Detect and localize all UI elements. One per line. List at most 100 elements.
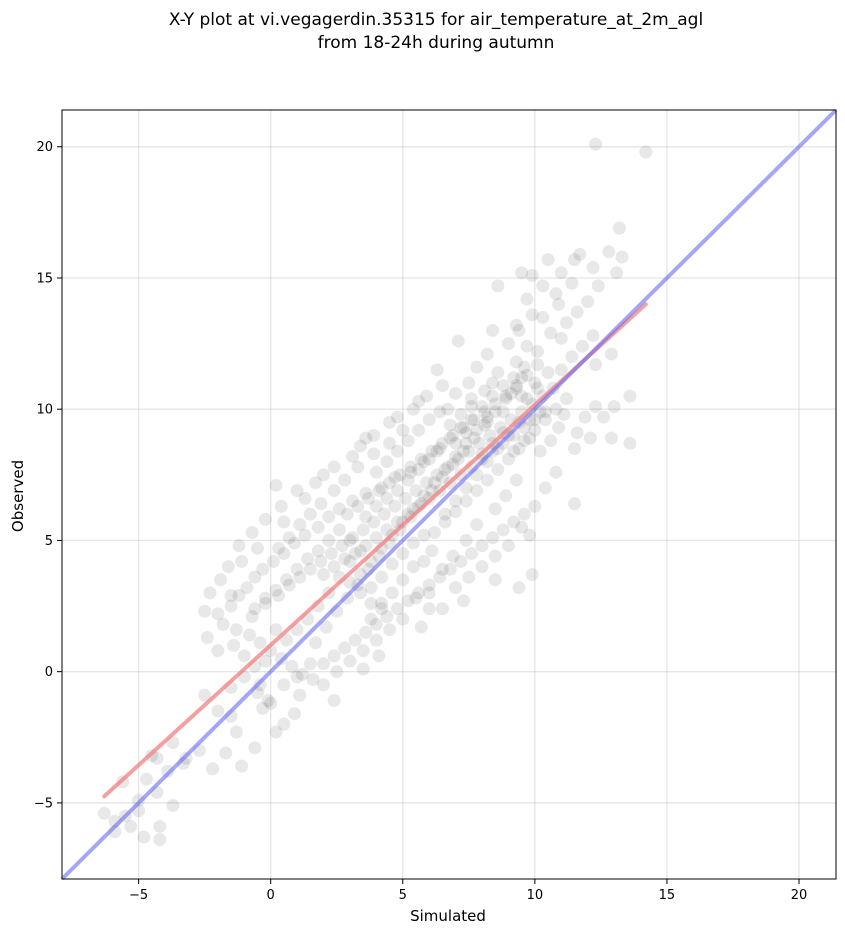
data-point-47: [414, 620, 428, 634]
data-point-440: [512, 442, 526, 456]
data-point-32: [597, 410, 611, 424]
data-point-94: [166, 799, 180, 813]
data-point-328: [544, 326, 558, 340]
data-point-224: [319, 620, 333, 634]
data-point-108: [478, 384, 492, 398]
data-point-266: [486, 389, 500, 403]
data-point-310: [422, 452, 436, 466]
data-point-43: [512, 581, 526, 595]
data-point-384: [340, 507, 354, 521]
data-point-14: [591, 279, 605, 293]
data-point-17: [520, 292, 534, 306]
data-point-76: [206, 762, 220, 776]
data-point-40: [567, 497, 581, 511]
data-point-207: [417, 528, 431, 542]
data-point-434: [449, 505, 463, 519]
data-point-22: [554, 331, 568, 345]
data-point-38: [623, 436, 637, 450]
data-point-281: [396, 515, 410, 529]
data-point-237: [457, 444, 471, 458]
data-point-392: [425, 444, 439, 458]
data-point-23: [451, 334, 465, 348]
data-point-312: [443, 431, 457, 445]
data-point-336: [525, 308, 539, 322]
data-point-239: [478, 418, 492, 432]
data-point-389: [393, 468, 407, 482]
data-point-20: [486, 323, 500, 337]
plot-frame: [61, 109, 837, 880]
data-point-162: [483, 428, 497, 442]
data-point-181: [369, 617, 383, 631]
data-point-222: [258, 654, 272, 668]
data-point-344: [383, 415, 397, 429]
x-tick-label-5: 20: [791, 888, 808, 903]
data-point-263: [454, 407, 468, 421]
data-point-355: [213, 573, 227, 587]
data-point-370: [343, 654, 357, 668]
data-point-7: [541, 253, 555, 267]
data-point-259: [412, 423, 426, 437]
data-point-107: [464, 392, 478, 406]
data-point-368: [317, 678, 331, 692]
data-point-250: [314, 497, 328, 511]
data-point-346: [346, 449, 360, 463]
data-point-397: [478, 405, 492, 419]
data-point-327: [586, 329, 600, 343]
data-point-141: [258, 596, 272, 610]
data-point-383: [515, 520, 529, 534]
data-point-92: [137, 830, 151, 844]
x-tick-label-4: 15: [659, 888, 676, 903]
y-tick-label-1: 0: [45, 665, 53, 680]
data-point-251: [303, 507, 317, 521]
data-point-398: [488, 397, 502, 411]
data-point-49: [364, 612, 378, 626]
reference-lines: [60, 108, 838, 881]
data-point-191: [475, 539, 489, 553]
data-point-15: [610, 266, 624, 280]
data-point-155: [409, 484, 423, 498]
data-point-120: [449, 436, 463, 450]
data-point-25: [515, 371, 529, 385]
x-tick-label-1: 0: [267, 888, 275, 903]
data-point-54: [287, 707, 301, 721]
data-point-106: [441, 402, 455, 416]
data-point-176: [317, 657, 331, 671]
data-point-273: [459, 481, 473, 495]
data-point-131: [298, 528, 312, 542]
data-point-302: [258, 591, 272, 605]
data-point-319: [517, 434, 531, 448]
data-point-342: [420, 389, 434, 403]
data-point-425: [354, 586, 368, 600]
data-point-66: [200, 631, 214, 645]
data-point-135: [256, 562, 270, 576]
data-point-138: [232, 589, 246, 603]
data-point-109: [491, 365, 505, 379]
data-point-184: [401, 594, 415, 608]
data-point-436: [470, 484, 484, 498]
data-point-339: [462, 376, 476, 390]
data-point-154: [398, 491, 412, 505]
data-point-174: [295, 667, 309, 681]
data-point-93: [153, 833, 167, 847]
data-point-34: [552, 421, 566, 435]
data-point-284: [427, 476, 441, 490]
data-point-367: [303, 657, 317, 671]
data-point-297: [311, 544, 325, 558]
data-point-338: [470, 360, 484, 374]
data-point-55: [277, 717, 291, 731]
data-point-145: [303, 562, 317, 576]
data-point-431: [417, 554, 431, 568]
data-point-82: [150, 751, 164, 765]
data-point-333: [565, 276, 579, 290]
data-point-264: [464, 400, 478, 414]
data-point-295: [332, 523, 346, 537]
data-point-308: [401, 473, 415, 487]
data-point-359: [237, 649, 251, 663]
data-point-341: [435, 379, 449, 393]
data-point-74: [219, 746, 233, 760]
y-tick-label-2: 5: [45, 534, 53, 549]
data-point-314: [464, 413, 478, 427]
data-point-437: [480, 473, 494, 487]
data-point-4: [573, 247, 587, 261]
data-point-6: [567, 253, 581, 267]
